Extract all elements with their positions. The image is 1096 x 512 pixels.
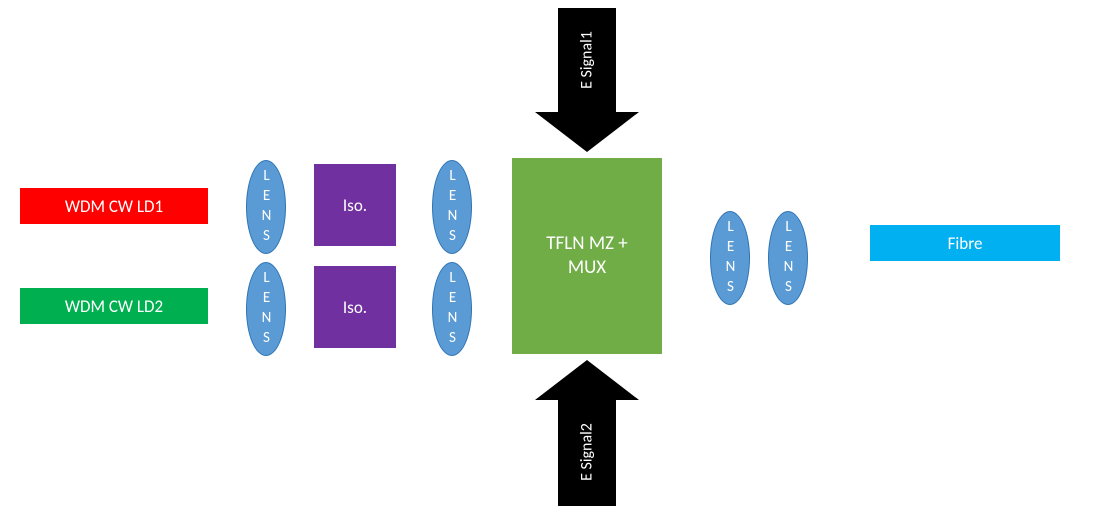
block-tfln-mz-mux: TFLN MZ + MUX — [512, 158, 662, 354]
arrow-label: E Signal1 — [578, 31, 597, 89]
lens-icon: LENS — [246, 262, 286, 356]
lens-icon: LENS — [432, 262, 472, 356]
block-isolator-2: Iso. — [314, 266, 396, 348]
lens-label: LENS — [445, 269, 460, 349]
arrow-head-down-icon — [535, 112, 639, 152]
block-isolator-1: Iso. — [314, 164, 396, 246]
lens-label: LENS — [259, 167, 274, 247]
lens-icon: LENS — [710, 211, 750, 305]
lens-label: LENS — [259, 269, 274, 349]
block-label: Fibre — [948, 233, 983, 254]
lens-icon: LENS — [768, 211, 808, 305]
block-label: Iso. — [343, 297, 367, 318]
lens-icon: LENS — [246, 160, 286, 254]
lens-label: LENS — [723, 218, 738, 298]
block-label: WDM CW LD1 — [65, 196, 163, 217]
arrow-label: E Signal2 — [578, 423, 597, 481]
block-wdm-cw-ld2: WDM CW LD2 — [20, 288, 208, 324]
lens-icon: LENS — [432, 160, 472, 254]
block-wdm-cw-ld1: WDM CW LD1 — [20, 188, 208, 224]
lens-label: LENS — [445, 167, 460, 247]
block-label: TFLN MZ + MUX — [530, 232, 644, 280]
block-label: WDM CW LD2 — [65, 296, 163, 317]
lens-label: LENS — [781, 218, 796, 298]
block-fibre: Fibre — [870, 225, 1060, 261]
block-label: Iso. — [343, 195, 367, 216]
arrow-head-up-icon — [535, 360, 639, 400]
